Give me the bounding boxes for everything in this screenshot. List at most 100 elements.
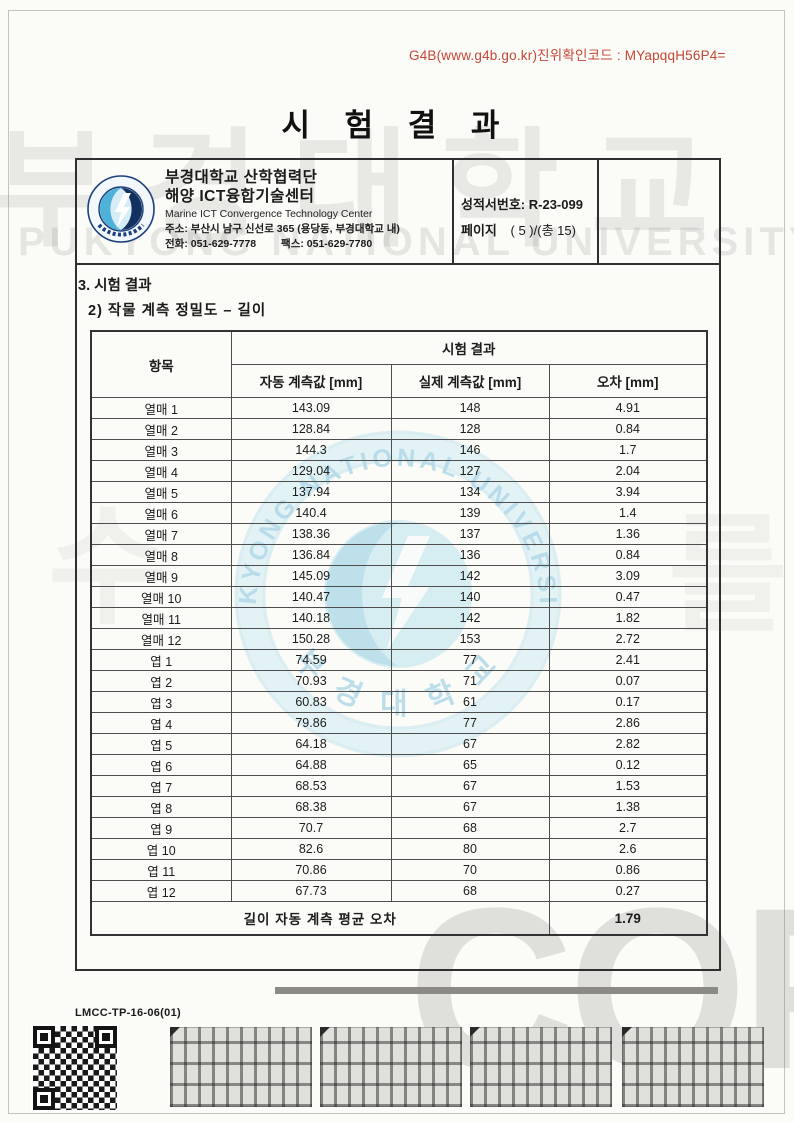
cell-item: 열매 7 bbox=[90, 523, 232, 545]
cell-actual-measured: 70 bbox=[390, 859, 550, 881]
page-title: 시 험 결 과 bbox=[281, 108, 513, 143]
cell-error: 2.6 bbox=[548, 838, 708, 860]
cell-auto-measured: 144.3 bbox=[230, 439, 392, 461]
cell-auto-measured: 67.73 bbox=[230, 880, 392, 902]
cell-item: 열매 4 bbox=[90, 460, 232, 482]
table-row: 엽 8 68.38 67 1.38 bbox=[90, 796, 708, 818]
organization-logo bbox=[85, 173, 157, 250]
column-header-error: 오차 [mm] bbox=[548, 364, 708, 398]
page-number-value: ( 5 )/(총 15) bbox=[510, 223, 576, 238]
average-error-label: 길이 자동 계측 평균 오차 bbox=[90, 901, 550, 936]
cell-item: 열매 6 bbox=[90, 502, 232, 524]
cell-item: 열매 9 bbox=[90, 565, 232, 587]
cell-actual-measured: 146 bbox=[390, 439, 550, 461]
cell-actual-measured: 134 bbox=[390, 481, 550, 503]
cell-actual-measured: 140 bbox=[390, 586, 550, 608]
cell-auto-measured: 70.93 bbox=[230, 670, 392, 692]
organization-name-english: Marine ICT Convergence Technology Center bbox=[165, 207, 373, 220]
organization-name-line1: 부경대학교 산학협력단 bbox=[165, 169, 318, 186]
cell-actual-measured: 68 bbox=[390, 817, 550, 839]
cell-auto-measured: 68.53 bbox=[230, 775, 392, 797]
university-emblem-icon bbox=[87, 175, 155, 243]
cell-error: 0.27 bbox=[548, 880, 708, 902]
cell-auto-measured: 70.7 bbox=[230, 817, 392, 839]
cell-auto-measured: 140.18 bbox=[230, 607, 392, 629]
cell-auto-measured: 136.84 bbox=[230, 544, 392, 566]
document-form-code: LMCC-TP-16-06(01) bbox=[75, 1007, 181, 1019]
organization-phone: 전화: 051-629-7778 bbox=[165, 238, 257, 250]
cell-item: 열매 2 bbox=[90, 418, 232, 440]
cell-error: 2.7 bbox=[548, 817, 708, 839]
cell-actual-measured: 142 bbox=[390, 607, 550, 629]
qr-finder-icon bbox=[95, 1026, 117, 1048]
cell-auto-measured: 70.86 bbox=[230, 859, 392, 881]
organization-address: 주소: 부산시 남구 신선로 365 (용당동, 부경대학교 내) bbox=[165, 222, 400, 235]
cell-actual-measured: 128 bbox=[390, 418, 550, 440]
cell-item: 엽 5 bbox=[90, 733, 232, 755]
results-table-container: 항목 시험 결과 자동 계측값 [mm] 실제 계측값 [mm] 오차 [mm]… bbox=[90, 330, 708, 936]
page-number: 페이지 ( 5 )/(총 15) bbox=[461, 220, 593, 239]
cell-actual-measured: 67 bbox=[390, 796, 550, 818]
table-row: 엽 3 60.83 61 0.17 bbox=[90, 691, 708, 713]
qr-finder-icon bbox=[33, 1026, 55, 1048]
letterhead-divider-2 bbox=[597, 160, 599, 263]
table-row: 열매 11 140.18 142 1.82 bbox=[90, 607, 708, 629]
table-row: 엽 10 82.6 80 2.6 bbox=[90, 838, 708, 860]
cell-item: 열매 5 bbox=[90, 481, 232, 503]
letterhead: 부경대학교 산학협력단 해양 ICT융합기술센터 Marine ICT Conv… bbox=[77, 160, 719, 265]
table-row: 열매 9 145.09 142 3.09 bbox=[90, 565, 708, 587]
cell-error: 2.86 bbox=[548, 712, 708, 734]
cell-auto-measured: 143.09 bbox=[230, 397, 392, 419]
table-row: 열매 6 140.4 139 1.4 bbox=[90, 502, 708, 524]
organization-name-line2: 해양 ICT융합기술센터 bbox=[165, 188, 315, 206]
table-row: 엽 11 70.86 70 0.86 bbox=[90, 859, 708, 881]
cell-error: 2.72 bbox=[548, 628, 708, 650]
cell-error: 0.12 bbox=[548, 754, 708, 776]
page-number-label: 페이지 bbox=[461, 223, 497, 238]
cell-actual-measured: 137 bbox=[390, 523, 550, 545]
cell-actual-measured: 67 bbox=[390, 733, 550, 755]
cell-item: 엽 4 bbox=[90, 712, 232, 734]
cell-item: 엽 2 bbox=[90, 670, 232, 692]
cell-item: 열매 10 bbox=[90, 586, 232, 608]
cell-error: 3.09 bbox=[548, 565, 708, 587]
cell-item: 열매 1 bbox=[90, 397, 232, 419]
cell-auto-measured: 145.09 bbox=[230, 565, 392, 587]
cell-auto-measured: 138.36 bbox=[230, 523, 392, 545]
cell-actual-measured: 136 bbox=[390, 544, 550, 566]
cell-item: 열매 8 bbox=[90, 544, 232, 566]
cell-item: 엽 3 bbox=[90, 691, 232, 713]
cell-auto-measured: 79.86 bbox=[230, 712, 392, 734]
cell-auto-measured: 137.94 bbox=[230, 481, 392, 503]
cell-error: 0.17 bbox=[548, 691, 708, 713]
table-row: 열매 1 143.09 148 4.91 bbox=[90, 397, 708, 419]
table-row: 열매 12 150.28 153 2.72 bbox=[90, 628, 708, 650]
organization-contact: 전화: 051-629-7778 팩스: 051-629-7780 bbox=[165, 238, 400, 251]
table-row: 열매 2 128.84 128 0.84 bbox=[90, 418, 708, 440]
cell-actual-measured: 68 bbox=[390, 880, 550, 902]
cell-item: 엽 11 bbox=[90, 859, 232, 881]
column-header-item: 항목 bbox=[90, 330, 232, 398]
table-row: 열매 4 129.04 127 2.04 bbox=[90, 460, 708, 482]
cell-auto-measured: 74.59 bbox=[230, 649, 392, 671]
cell-item: 엽 7 bbox=[90, 775, 232, 797]
security-pattern-strip bbox=[320, 1027, 462, 1107]
cell-error: 3.94 bbox=[548, 481, 708, 503]
cell-actual-measured: 65 bbox=[390, 754, 550, 776]
average-error-value: 1.79 bbox=[548, 901, 708, 936]
cell-actual-measured: 80 bbox=[390, 838, 550, 860]
table-row: 엽 4 79.86 77 2.86 bbox=[90, 712, 708, 734]
security-pattern-strip bbox=[622, 1027, 764, 1107]
cell-actual-measured: 71 bbox=[390, 670, 550, 692]
cell-item: 열매 3 bbox=[90, 439, 232, 461]
cell-auto-measured: 64.88 bbox=[230, 754, 392, 776]
organization-fax: 팩스: 051-629-7780 bbox=[281, 238, 373, 250]
report-meta: 성적서번호: R-23-099 페이지 ( 5 )/(총 15) bbox=[461, 194, 593, 239]
table-row: 엽 1 74.59 77 2.41 bbox=[90, 649, 708, 671]
results-table-body: 열매 1 143.09 148 4.91 열매 2 128.84 128 0.8… bbox=[90, 397, 708, 902]
report-number: 성적서번호: R-23-099 bbox=[461, 197, 583, 212]
qr-finder-icon bbox=[33, 1088, 55, 1110]
table-row: 열매 7 138.36 137 1.36 bbox=[90, 523, 708, 545]
cell-error: 0.47 bbox=[548, 586, 708, 608]
results-table-header: 항목 시험 결과 자동 계측값 [mm] 실제 계측값 [mm] 오차 [mm] bbox=[90, 330, 708, 398]
